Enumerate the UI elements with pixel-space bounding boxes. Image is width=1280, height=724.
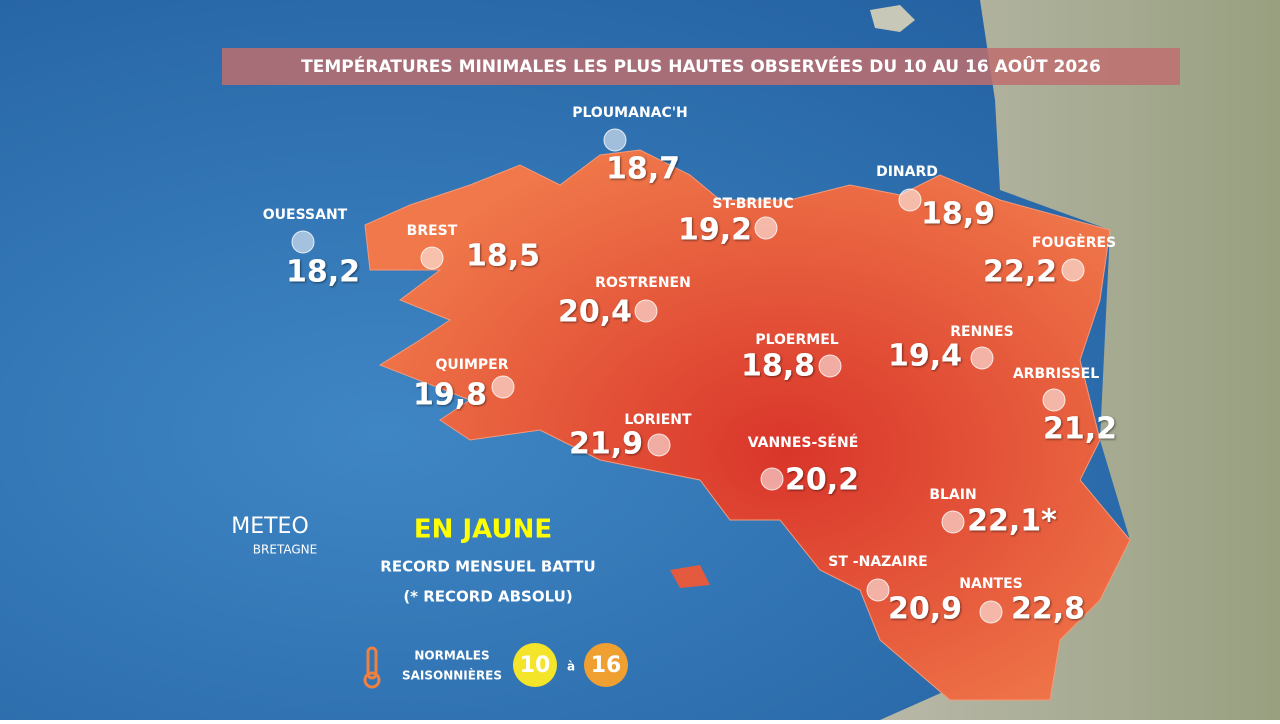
normal-min: 10 bbox=[520, 653, 551, 678]
station-dot bbox=[898, 188, 922, 212]
station-dot bbox=[754, 216, 778, 240]
station-dot bbox=[291, 230, 315, 254]
station-value: 21,9 bbox=[569, 427, 643, 462]
thermometer bbox=[363, 646, 381, 689]
station-name: ARBRISSEL bbox=[1013, 366, 1099, 382]
normals-label: NORMALES bbox=[414, 649, 489, 663]
station-name: PLOUMANAC'H bbox=[572, 105, 688, 121]
island bbox=[870, 5, 915, 32]
station-value: 18,7 bbox=[606, 152, 680, 187]
station-value: 20,4 bbox=[558, 295, 632, 330]
normal-min-badge bbox=[513, 643, 557, 687]
station-dot bbox=[420, 246, 444, 270]
station-name: FOUGÈRES bbox=[1032, 234, 1116, 251]
normal-max-badge bbox=[584, 643, 628, 687]
station-value: 18,2 bbox=[286, 255, 360, 290]
station-value: 22,1* bbox=[967, 504, 1057, 539]
station-value: 18,9 bbox=[921, 197, 995, 232]
station-name: LORIENT bbox=[624, 412, 692, 428]
station-name: VANNES-SÉNÉ bbox=[748, 434, 859, 451]
station-dot bbox=[866, 578, 890, 602]
station-dot bbox=[970, 346, 994, 370]
station-name: ROSTRENEN bbox=[595, 275, 691, 291]
station-name: NANTES bbox=[959, 576, 1022, 592]
station-dot bbox=[1042, 388, 1066, 412]
brittany bbox=[364, 149, 1131, 701]
station-value: 19,4 bbox=[888, 339, 962, 374]
station-value: 22,2 bbox=[983, 255, 1057, 290]
legend-text: RECORD MENSUEL BATTU bbox=[380, 558, 595, 576]
station-name: PLOERMEL bbox=[755, 332, 838, 348]
station-dot bbox=[941, 510, 965, 534]
title: TEMPÉRATURES MINIMALES LES PLUS HAUTES O… bbox=[301, 55, 1101, 77]
station-name: QUIMPER bbox=[435, 357, 508, 373]
normals-sep: à bbox=[567, 660, 575, 674]
station-value: 19,2 bbox=[678, 213, 752, 248]
legend-text: (* RECORD ABSOLU) bbox=[403, 588, 572, 606]
legend-title: EN JAUNE bbox=[414, 515, 552, 545]
logo-text: METEO bbox=[231, 514, 309, 539]
title-bar bbox=[222, 48, 1180, 85]
station-dot bbox=[760, 467, 784, 491]
belle-ile bbox=[670, 565, 710, 588]
station-dot bbox=[491, 375, 515, 399]
normal-max: 16 bbox=[591, 653, 622, 678]
station-dot bbox=[1061, 258, 1085, 282]
station-dot bbox=[979, 600, 1003, 624]
normals-label: SAISONNIÈRES bbox=[402, 668, 502, 683]
france-land bbox=[880, 0, 1280, 720]
station-name: DINARD bbox=[876, 164, 938, 180]
logo-text: BRETAGNE bbox=[253, 543, 317, 557]
station-dot bbox=[603, 128, 627, 152]
station-dot bbox=[647, 433, 671, 457]
station-name: BLAIN bbox=[929, 487, 976, 503]
station-value: 21,2 bbox=[1043, 412, 1117, 447]
station-dot bbox=[818, 354, 842, 378]
station-value: 22,8 bbox=[1011, 592, 1085, 627]
station-value: 19,8 bbox=[413, 378, 487, 413]
station-name: OUESSANT bbox=[263, 207, 348, 223]
station-value: 20,2 bbox=[785, 463, 859, 498]
station-name: ST-BRIEUC bbox=[712, 196, 793, 212]
station-value: 18,5 bbox=[466, 239, 540, 274]
station-value: 18,8 bbox=[741, 349, 815, 384]
station-name: ST -NAZAIRE bbox=[828, 554, 927, 570]
station-value: 20,9 bbox=[888, 592, 962, 627]
station-dot bbox=[634, 299, 658, 323]
station-name: RENNES bbox=[950, 324, 1013, 340]
station-name: BREST bbox=[407, 223, 458, 239]
